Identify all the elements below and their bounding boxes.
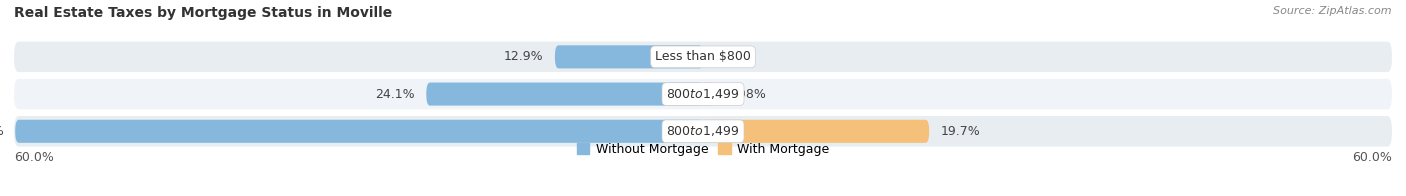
FancyBboxPatch shape [14, 116, 1392, 147]
FancyBboxPatch shape [555, 45, 703, 68]
Text: 0.0%: 0.0% [714, 50, 747, 63]
FancyBboxPatch shape [14, 79, 1392, 109]
FancyBboxPatch shape [426, 83, 703, 106]
Text: Real Estate Taxes by Mortgage Status in Moville: Real Estate Taxes by Mortgage Status in … [14, 6, 392, 20]
FancyBboxPatch shape [15, 120, 703, 143]
Text: 60.0%: 60.0% [14, 151, 53, 164]
Text: Less than $800: Less than $800 [655, 50, 751, 63]
Text: 19.7%: 19.7% [941, 125, 980, 138]
Legend: Without Mortgage, With Mortgage: Without Mortgage, With Mortgage [572, 138, 834, 161]
Text: 60.0%: 60.0% [1353, 151, 1392, 164]
Text: $800 to $1,499: $800 to $1,499 [666, 124, 740, 138]
Text: 12.9%: 12.9% [503, 50, 543, 63]
FancyBboxPatch shape [703, 83, 714, 106]
Text: Source: ZipAtlas.com: Source: ZipAtlas.com [1274, 6, 1392, 16]
FancyBboxPatch shape [703, 120, 929, 143]
Text: 0.98%: 0.98% [725, 88, 766, 101]
FancyBboxPatch shape [14, 42, 1392, 72]
Text: 59.9%: 59.9% [0, 125, 4, 138]
Text: $800 to $1,499: $800 to $1,499 [666, 87, 740, 101]
Text: 24.1%: 24.1% [375, 88, 415, 101]
